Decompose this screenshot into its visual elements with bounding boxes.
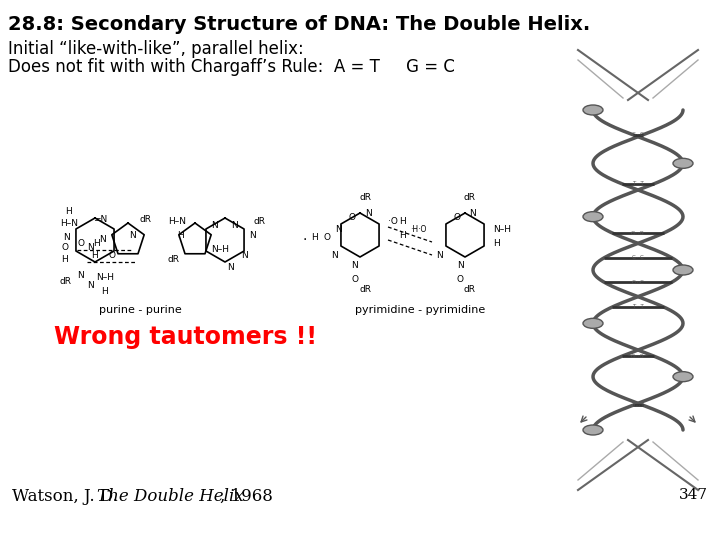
Text: O: O xyxy=(323,233,330,242)
Text: H: H xyxy=(66,207,73,217)
Text: The Double Helix: The Double Helix xyxy=(97,488,244,505)
Text: N: N xyxy=(63,233,71,241)
Ellipse shape xyxy=(673,158,693,168)
Ellipse shape xyxy=(673,372,693,382)
Text: H: H xyxy=(94,239,100,248)
Text: Watson, J. D.: Watson, J. D. xyxy=(12,488,123,505)
Ellipse shape xyxy=(583,425,603,435)
Ellipse shape xyxy=(583,105,603,115)
Text: , 1968: , 1968 xyxy=(220,488,273,505)
Text: 28.8: Secondary Structure of DNA: The Double Helix.: 28.8: Secondary Structure of DNA: The Do… xyxy=(8,15,590,34)
Text: O: O xyxy=(109,251,115,260)
Text: N–H: N–H xyxy=(493,226,511,234)
Ellipse shape xyxy=(583,212,603,221)
Text: ·H·O: ·H·O xyxy=(410,225,426,233)
Text: dR: dR xyxy=(59,278,71,287)
Text: N: N xyxy=(364,208,372,218)
Text: ·O: ·O xyxy=(388,218,398,226)
Text: dR: dR xyxy=(167,255,179,265)
Text: H: H xyxy=(176,231,184,240)
Text: N: N xyxy=(250,231,256,240)
Text: O: O xyxy=(454,213,461,221)
Text: N: N xyxy=(456,260,464,269)
Text: T···T: T···T xyxy=(632,403,644,408)
Ellipse shape xyxy=(583,319,603,328)
Text: C···C: C···C xyxy=(631,280,644,285)
Text: 347: 347 xyxy=(679,488,708,502)
Text: dR: dR xyxy=(464,192,476,201)
Text: H: H xyxy=(493,239,500,247)
Text: purine - purine: purine - purine xyxy=(99,305,181,315)
Text: ·: · xyxy=(303,233,307,247)
Ellipse shape xyxy=(673,265,693,275)
Text: dR: dR xyxy=(359,286,371,294)
Text: N: N xyxy=(130,231,136,240)
Text: N–H: N–H xyxy=(211,246,229,254)
Text: N: N xyxy=(212,220,218,230)
Text: G···G: G···G xyxy=(631,231,645,235)
Text: T···T: T···T xyxy=(632,181,644,186)
Text: pyrimidine - pyrimidine: pyrimidine - pyrimidine xyxy=(355,305,485,315)
Text: O: O xyxy=(348,213,356,221)
Text: N: N xyxy=(335,226,341,234)
Text: H: H xyxy=(400,231,406,240)
Text: G···G: G···G xyxy=(631,354,645,359)
Text: H: H xyxy=(400,218,406,226)
Text: H: H xyxy=(62,255,68,265)
Text: N: N xyxy=(86,280,94,289)
Text: Wrong tautomers !!: Wrong tautomers !! xyxy=(53,325,317,349)
Text: dR: dR xyxy=(253,218,265,226)
Text: C···C: C···C xyxy=(631,255,644,260)
Text: N: N xyxy=(227,264,233,273)
Text: N: N xyxy=(469,208,477,218)
Text: N: N xyxy=(76,271,84,280)
Text: O: O xyxy=(61,244,68,253)
Text: =N: =N xyxy=(93,215,107,225)
Text: dR: dR xyxy=(359,192,371,201)
Text: Initial “like-with-like”, parallel helix:: Initial “like-with-like”, parallel helix… xyxy=(8,40,304,58)
Text: N: N xyxy=(99,235,107,245)
Text: N: N xyxy=(232,220,238,230)
Text: N: N xyxy=(242,251,248,260)
Text: dR: dR xyxy=(140,215,152,225)
Text: H–N: H–N xyxy=(168,218,186,226)
Text: N–H: N–H xyxy=(96,273,114,282)
Text: C···C: C···C xyxy=(631,132,644,137)
Text: dR: dR xyxy=(464,286,476,294)
Text: N: N xyxy=(436,251,443,260)
Text: N: N xyxy=(86,244,94,253)
Text: T···T: T···T xyxy=(632,305,644,309)
Text: H: H xyxy=(102,287,109,296)
Text: H–N: H–N xyxy=(60,219,78,228)
Text: O: O xyxy=(351,275,359,285)
Text: N: N xyxy=(331,251,338,260)
Text: O: O xyxy=(78,239,84,248)
Text: H: H xyxy=(91,251,99,260)
Text: N: N xyxy=(351,260,359,269)
Text: O: O xyxy=(456,275,464,285)
Text: Does not fit with with Chargaff’s Rule:  A = T     G = C: Does not fit with with Chargaff’s Rule: … xyxy=(8,58,455,76)
Text: H: H xyxy=(310,233,318,242)
